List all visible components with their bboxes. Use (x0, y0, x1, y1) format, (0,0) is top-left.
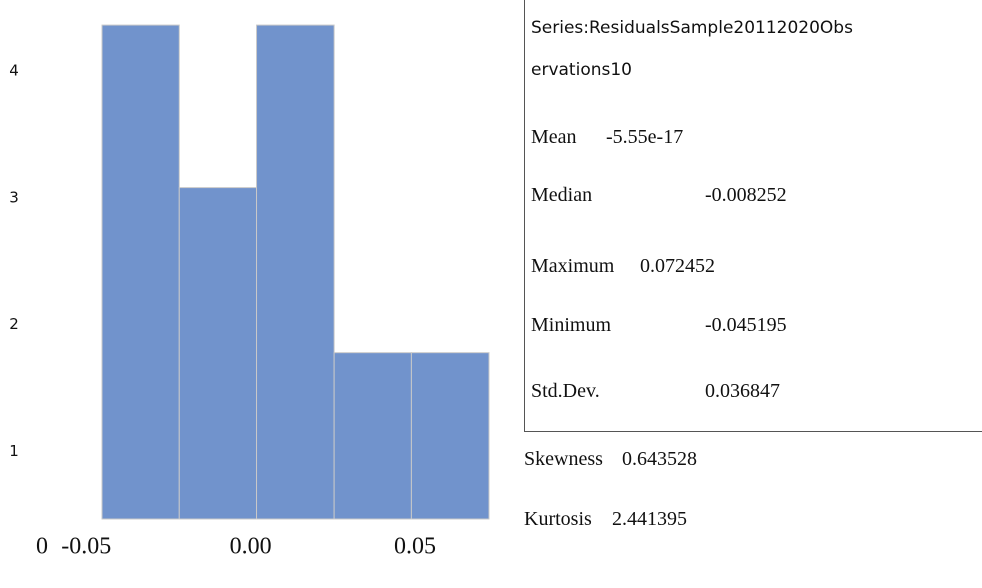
origin-label: 0 (36, 534, 48, 560)
stat-value: 0.036847 (705, 380, 780, 402)
stats-box (524, 0, 982, 432)
bar (333, 352, 412, 520)
stat-label: Kurtosis (524, 508, 592, 530)
bar (256, 24, 335, 520)
stat-value: -0.008252 (705, 184, 787, 206)
x-tick-label: -0.05 (61, 534, 111, 560)
stat-value: 0.643528 (622, 448, 697, 470)
stat-label: Std.Dev. (531, 380, 600, 402)
stat-value: 0.072452 (640, 255, 715, 277)
stat-label: Maximum (531, 255, 615, 277)
stat-label: Median (531, 184, 593, 206)
y-tick-label: 1 (9, 442, 19, 460)
x-tick-label: 0.00 (230, 534, 272, 560)
bar (410, 352, 490, 520)
stat-label: Mean (531, 126, 577, 148)
stat-value: -5.55e-17 (606, 126, 684, 148)
stat-label: Minimum (531, 314, 612, 336)
x-tick-label: 0.05 (394, 534, 436, 560)
series-line: ervations10 (531, 60, 632, 80)
stat-value: 2.441395 (612, 508, 687, 530)
stat-label: Skewness (524, 448, 603, 470)
bar (101, 24, 180, 520)
stat-value: -0.045195 (705, 314, 787, 336)
bar (178, 187, 258, 520)
y-tick-label: 4 (9, 61, 19, 79)
y-tick-label: 2 (9, 315, 19, 333)
series-line: Series:ResidualsSample20112020Obs (531, 18, 853, 38)
y-tick-label: 3 (9, 188, 19, 206)
